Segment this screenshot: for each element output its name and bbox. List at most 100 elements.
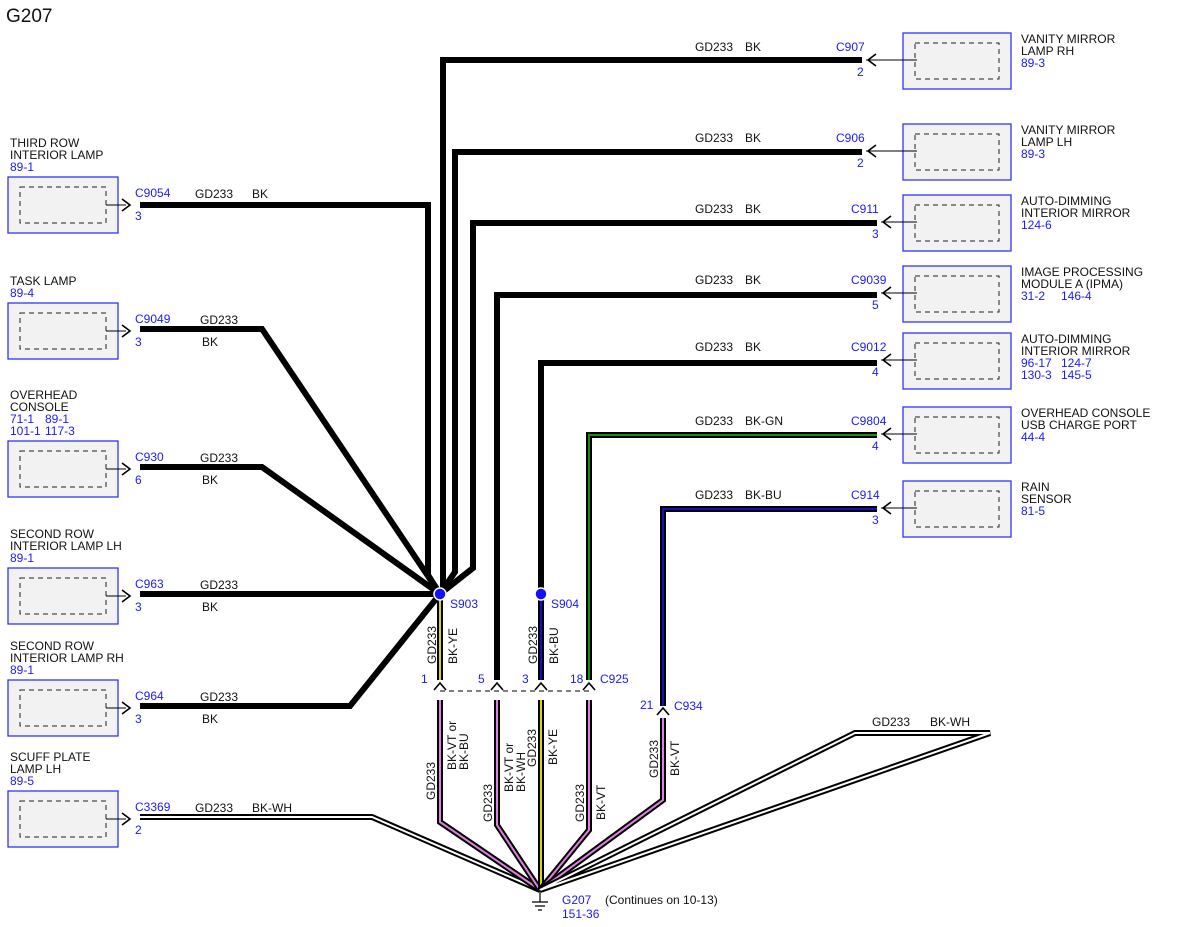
pin-number: 3: [135, 712, 142, 726]
wire-c9054: [140, 202, 443, 596]
pin-number: 5: [872, 298, 879, 312]
page-ref: 89-1: [10, 551, 34, 565]
pin-number: 2: [857, 65, 864, 79]
component-box: [7, 567, 119, 625]
component-box: [7, 679, 119, 737]
page-ref: 145-5: [1061, 368, 1092, 382]
component-box-inner: [914, 42, 1000, 80]
connector-id: C9039: [851, 273, 887, 287]
connector-arrow-icon: [121, 198, 132, 212]
circuit-label: GD233: [526, 626, 540, 664]
wire-c906: [437, 149, 862, 596]
component-name: SECOND ROW: [10, 639, 95, 653]
connector-arrow-icon: [582, 681, 596, 691]
wire-ground-1-stripe: [496, 700, 541, 891]
component-box: [902, 194, 1012, 252]
component-name: SCUFF PLATE: [10, 750, 90, 764]
component-name: AUTO-DIMMING: [1021, 194, 1111, 208]
component-box-inner: [914, 416, 1000, 454]
connector-id: C934: [674, 699, 703, 713]
wire-c930: [140, 464, 442, 597]
circuit-label: GD233: [195, 801, 233, 815]
wire-c964: [140, 592, 443, 709]
wires-layer: [140, 57, 991, 893]
page-ref: 101-1: [10, 424, 41, 438]
circuit-label: GD233: [647, 740, 661, 778]
circuit-label: GD233: [695, 488, 733, 502]
connector-arrow-icon: [866, 144, 877, 158]
connector-id: C907: [836, 40, 865, 54]
page-ref: 89-1: [45, 412, 69, 426]
component-box: [7, 302, 119, 360]
wire-c914: [660, 506, 877, 706]
wire-color-label: BK: [202, 600, 218, 614]
page-ref: 44-4: [1021, 430, 1045, 444]
connector-arrow-icon: [881, 215, 892, 229]
wire-ground-3-stripe: [539, 700, 590, 891]
ground-icon: [532, 890, 548, 911]
circuit-label: GD233: [695, 414, 733, 428]
splice-dot: [534, 587, 548, 601]
circuit-label: GD233: [695, 202, 733, 216]
wire-c9039: [494, 292, 877, 680]
page-ref: 124-7: [1061, 356, 1092, 370]
connector-arrow-icon: [121, 812, 132, 826]
wire-color-label: BK-VT: [594, 784, 608, 820]
wire-color-label: BK: [745, 273, 761, 287]
wire-c907: [440, 57, 862, 594]
component-name: TASK LAMP: [10, 274, 76, 288]
page-ref: 89-5: [10, 774, 34, 788]
connector-id: C9054: [135, 186, 171, 200]
wire-color-label: BK-BU: [745, 488, 782, 502]
component-name: SENSOR: [1021, 492, 1072, 506]
component-name: LAMP LH: [1021, 135, 1072, 149]
components-layer: [7, 32, 1012, 911]
component-name: INTERIOR MIRROR: [1021, 206, 1131, 220]
wire-ground-0-stripe: [439, 700, 541, 891]
wire-color-label: BK: [202, 335, 218, 349]
wire-color-label: BK-VT or: [445, 721, 459, 770]
wire-c3369: [140, 814, 542, 893]
circuit-label: GD233: [573, 784, 587, 822]
wire-c3369-stripe: [140, 816, 541, 891]
circuit-label: GD233: [481, 784, 495, 822]
component-name: INTERIOR LAMP: [10, 148, 103, 162]
wire-color-label: BK-VT: [668, 740, 682, 776]
component-name: INTERIOR MIRROR: [1021, 344, 1131, 358]
wire-c9012: [538, 360, 877, 594]
pin-number: 6: [135, 473, 142, 487]
circuit-label: GD233: [695, 40, 733, 54]
page-ref: 151-36: [562, 907, 600, 921]
component-box-inner: [914, 275, 1000, 313]
connector-arrow-icon: [881, 286, 892, 300]
connector-arrow-icon: [121, 462, 132, 476]
page-ref: 89-3: [1021, 147, 1045, 161]
wire-color-label: BK-YE: [546, 729, 560, 765]
wire-color-label: BK: [745, 131, 761, 145]
wire-c9804: [586, 432, 877, 680]
component-name: OVERHEAD: [10, 388, 78, 402]
splice-id: S903: [450, 597, 478, 611]
pin-number: 4: [872, 365, 879, 379]
pin-number: 3: [872, 513, 879, 527]
component-box: [7, 176, 119, 234]
wire-color-label: BK-VT or: [502, 743, 516, 792]
wire-c9804-stripe: [588, 434, 877, 680]
component-box: [902, 265, 1012, 323]
page-ref: 71-1: [10, 412, 34, 426]
connector-id: C9049: [135, 312, 171, 326]
page-ref: 146-4: [1061, 289, 1092, 303]
wire-color-label: BK: [745, 340, 761, 354]
connector-arrow-icon: [881, 353, 892, 367]
circuit-label: GD233: [872, 715, 910, 729]
wire-color-label: BK: [252, 187, 268, 201]
page-ref: 31-2: [1021, 289, 1045, 303]
circuit-label: GD233: [200, 690, 238, 704]
page-ref: 89-4: [10, 286, 34, 300]
connector-id: C3369: [135, 800, 171, 814]
component-name: CONSOLE: [10, 400, 69, 414]
wire-color-label: BK-WH: [514, 752, 528, 792]
pin-number: 3: [135, 209, 142, 223]
